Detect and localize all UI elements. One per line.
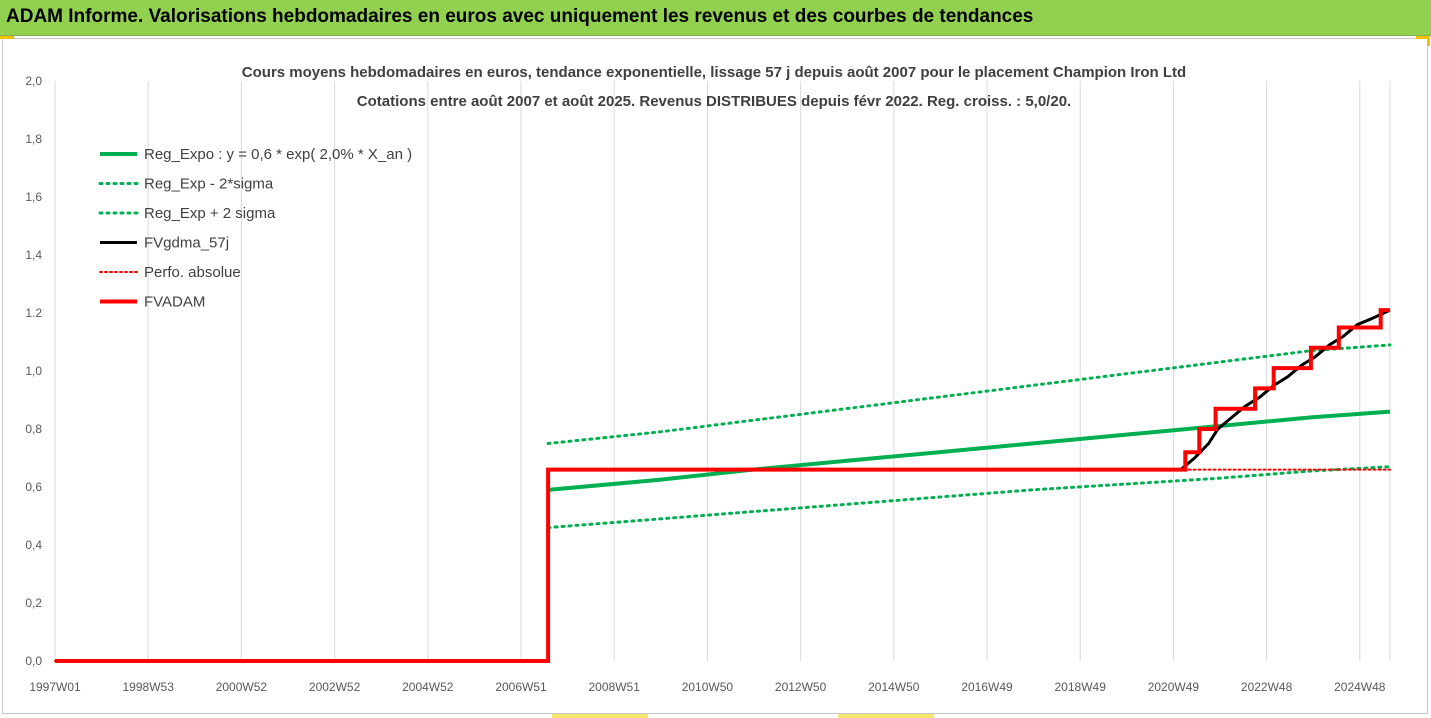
y-tick-label: 1,0: [25, 364, 42, 378]
series-line-5: [54, 468, 1391, 662]
corner-mark-bottom-a: [552, 714, 648, 718]
y-tick-label: 1.2: [25, 306, 42, 320]
x-tick-label: 2006W51: [495, 680, 547, 694]
report-banner: ADAM Informe. Valorisations hebdomadaire…: [0, 0, 1431, 36]
chart-frame: [2, 38, 1428, 714]
legend-label: FVADAM: [144, 294, 205, 311]
grid-layer: [54, 81, 1391, 661]
x-axis-ticks: 1997W01 1998W53 2000W52 2002W52 2004W52 2006W…: [29, 680, 1385, 694]
legend-label: Perfo. absolue: [144, 264, 241, 281]
corner-mark-bottom-b: [838, 714, 934, 718]
x-tick-label: 1998W53: [123, 680, 175, 694]
legend: Reg_Expo : y = 0,6 * exp( 2,0% * X_an ) R…: [98, 146, 412, 311]
chart-subtitle: Cotations entre août 2007 et août 2025. …: [357, 93, 1071, 110]
y-tick-label: 1,4: [25, 248, 42, 262]
y-tick-label: 0,2: [25, 596, 42, 610]
series-line-6: [55, 308, 1390, 663]
y-tick-label: 0,6: [25, 480, 42, 494]
x-tick-label: 2008W51: [589, 680, 641, 694]
y-tick-label: 2,0: [25, 74, 42, 88]
series-line-2: [546, 465, 1392, 530]
x-tick-label: 2018W49: [1055, 680, 1107, 694]
y-tick-label: 1,6: [25, 190, 42, 204]
y-tick-label: 0,8: [25, 422, 42, 436]
x-tick-label: 2016W49: [961, 680, 1013, 694]
series-line-1: [547, 409, 1391, 492]
corner-mark-right: [1427, 36, 1430, 46]
x-tick-label: 1997W01: [29, 680, 81, 694]
series-line-3: [546, 343, 1392, 445]
legend-label: Reg_Exp - 2*sigma: [144, 176, 274, 193]
x-tick-label: 2022W48: [1241, 680, 1293, 694]
corner-mark-top-left: [0, 36, 14, 39]
y-tick-label: 0,0: [25, 654, 42, 668]
legend-label: Reg_Exp + 2 sigma: [144, 205, 276, 222]
chart-title: Cours moyens hebdomadaires en euros, ten…: [242, 64, 1186, 81]
x-tick-label: 2002W52: [309, 680, 361, 694]
legend-label: FVgdma_57j: [144, 235, 229, 252]
x-tick-label: 2020W49: [1148, 680, 1200, 694]
y-tick-label: 0,4: [25, 538, 42, 552]
y-axis-ticks: 0,0 0,2 0,4 0,6 0,8 1,0 1.2 1,4 1,6 1,8 2,0: [25, 74, 42, 668]
x-tick-label: 2024W48: [1334, 680, 1386, 694]
legend-label: Reg_Expo : y = 0,6 * exp( 2,0% * X_an ): [144, 146, 412, 163]
x-tick-label: 2004W52: [402, 680, 454, 694]
series-line-4: [55, 308, 1391, 663]
series-layer: [54, 308, 1392, 663]
x-tick-label: 2012W50: [775, 680, 827, 694]
x-tick-label: 2014W50: [868, 680, 920, 694]
corner-mark-top-right: [1416, 36, 1430, 39]
x-tick-label: 2000W52: [216, 680, 268, 694]
x-tick-label: 2010W50: [682, 680, 734, 694]
y-tick-label: 1,8: [25, 132, 42, 146]
report-title: ADAM Informe. Valorisations hebdomadaire…: [6, 6, 1034, 27]
